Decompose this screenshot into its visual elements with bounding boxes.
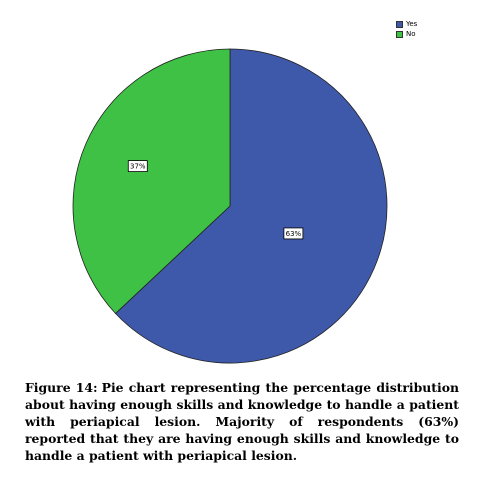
figure-caption: Figure 14: Pie chart representing the per… (25, 379, 459, 464)
chart-legend: Yes No (396, 19, 417, 39)
caption-label: Figure 14: (25, 380, 98, 395)
pie-chart: 63% 37% (72, 48, 388, 364)
pie-slice-yes (114, 48, 388, 364)
data-label-yes-box (283, 227, 304, 240)
caption-text: Pie chart representing the percentage di… (25, 380, 460, 463)
legend-swatch-yes (396, 20, 403, 28)
data-label-no: 37% (127, 160, 148, 172)
data-label-yes: 63% (283, 227, 304, 240)
data-label-no-text: 37% (130, 163, 146, 171)
legend-item-yes: Yes (396, 19, 417, 29)
legend-label-yes: Yes (406, 20, 418, 28)
legend-item-no: No (396, 29, 417, 39)
legend-label-no: No (406, 30, 416, 38)
data-label-no-box (127, 160, 148, 172)
legend-swatch-no (396, 30, 403, 38)
pie-slice-no (72, 48, 231, 315)
data-label-yes-text: 63% (286, 230, 302, 238)
